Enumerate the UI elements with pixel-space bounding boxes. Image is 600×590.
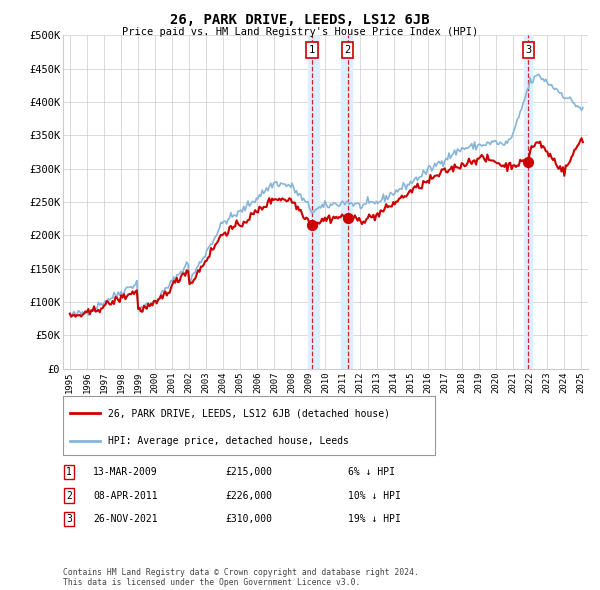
Text: 26, PARK DRIVE, LEEDS, LS12 6JB: 26, PARK DRIVE, LEEDS, LS12 6JB [170,13,430,27]
Text: 13-MAR-2009: 13-MAR-2009 [93,467,158,477]
Text: HPI: Average price, detached house, Leeds: HPI: Average price, detached house, Leed… [107,436,349,445]
Text: 6% ↓ HPI: 6% ↓ HPI [348,467,395,477]
Text: £215,000: £215,000 [225,467,272,477]
Text: £310,000: £310,000 [225,514,272,524]
Bar [308,35,319,369]
Bar [524,35,532,369]
Point [524,158,533,167]
Point [343,214,352,223]
Text: 26, PARK DRIVE, LEEDS, LS12 6JB (detached house): 26, PARK DRIVE, LEEDS, LS12 6JB (detache… [107,408,389,418]
Text: 3: 3 [525,45,532,55]
Point [307,221,317,230]
Text: 10% ↓ HPI: 10% ↓ HPI [348,491,401,500]
Text: 1: 1 [309,45,315,55]
Text: 2: 2 [66,491,72,500]
Text: Contains HM Land Registry data © Crown copyright and database right 2024.
This d: Contains HM Land Registry data © Crown c… [63,568,419,587]
Text: Price paid vs. HM Land Registry's House Price Index (HPI): Price paid vs. HM Land Registry's House … [122,27,478,37]
Text: 08-APR-2011: 08-APR-2011 [93,491,158,500]
Text: £226,000: £226,000 [225,491,272,500]
Text: 1: 1 [66,467,72,477]
Text: 2: 2 [344,45,351,55]
Text: 19% ↓ HPI: 19% ↓ HPI [348,514,401,524]
Bar [341,35,352,369]
Text: 3: 3 [66,514,72,524]
Text: 26-NOV-2021: 26-NOV-2021 [93,514,158,524]
